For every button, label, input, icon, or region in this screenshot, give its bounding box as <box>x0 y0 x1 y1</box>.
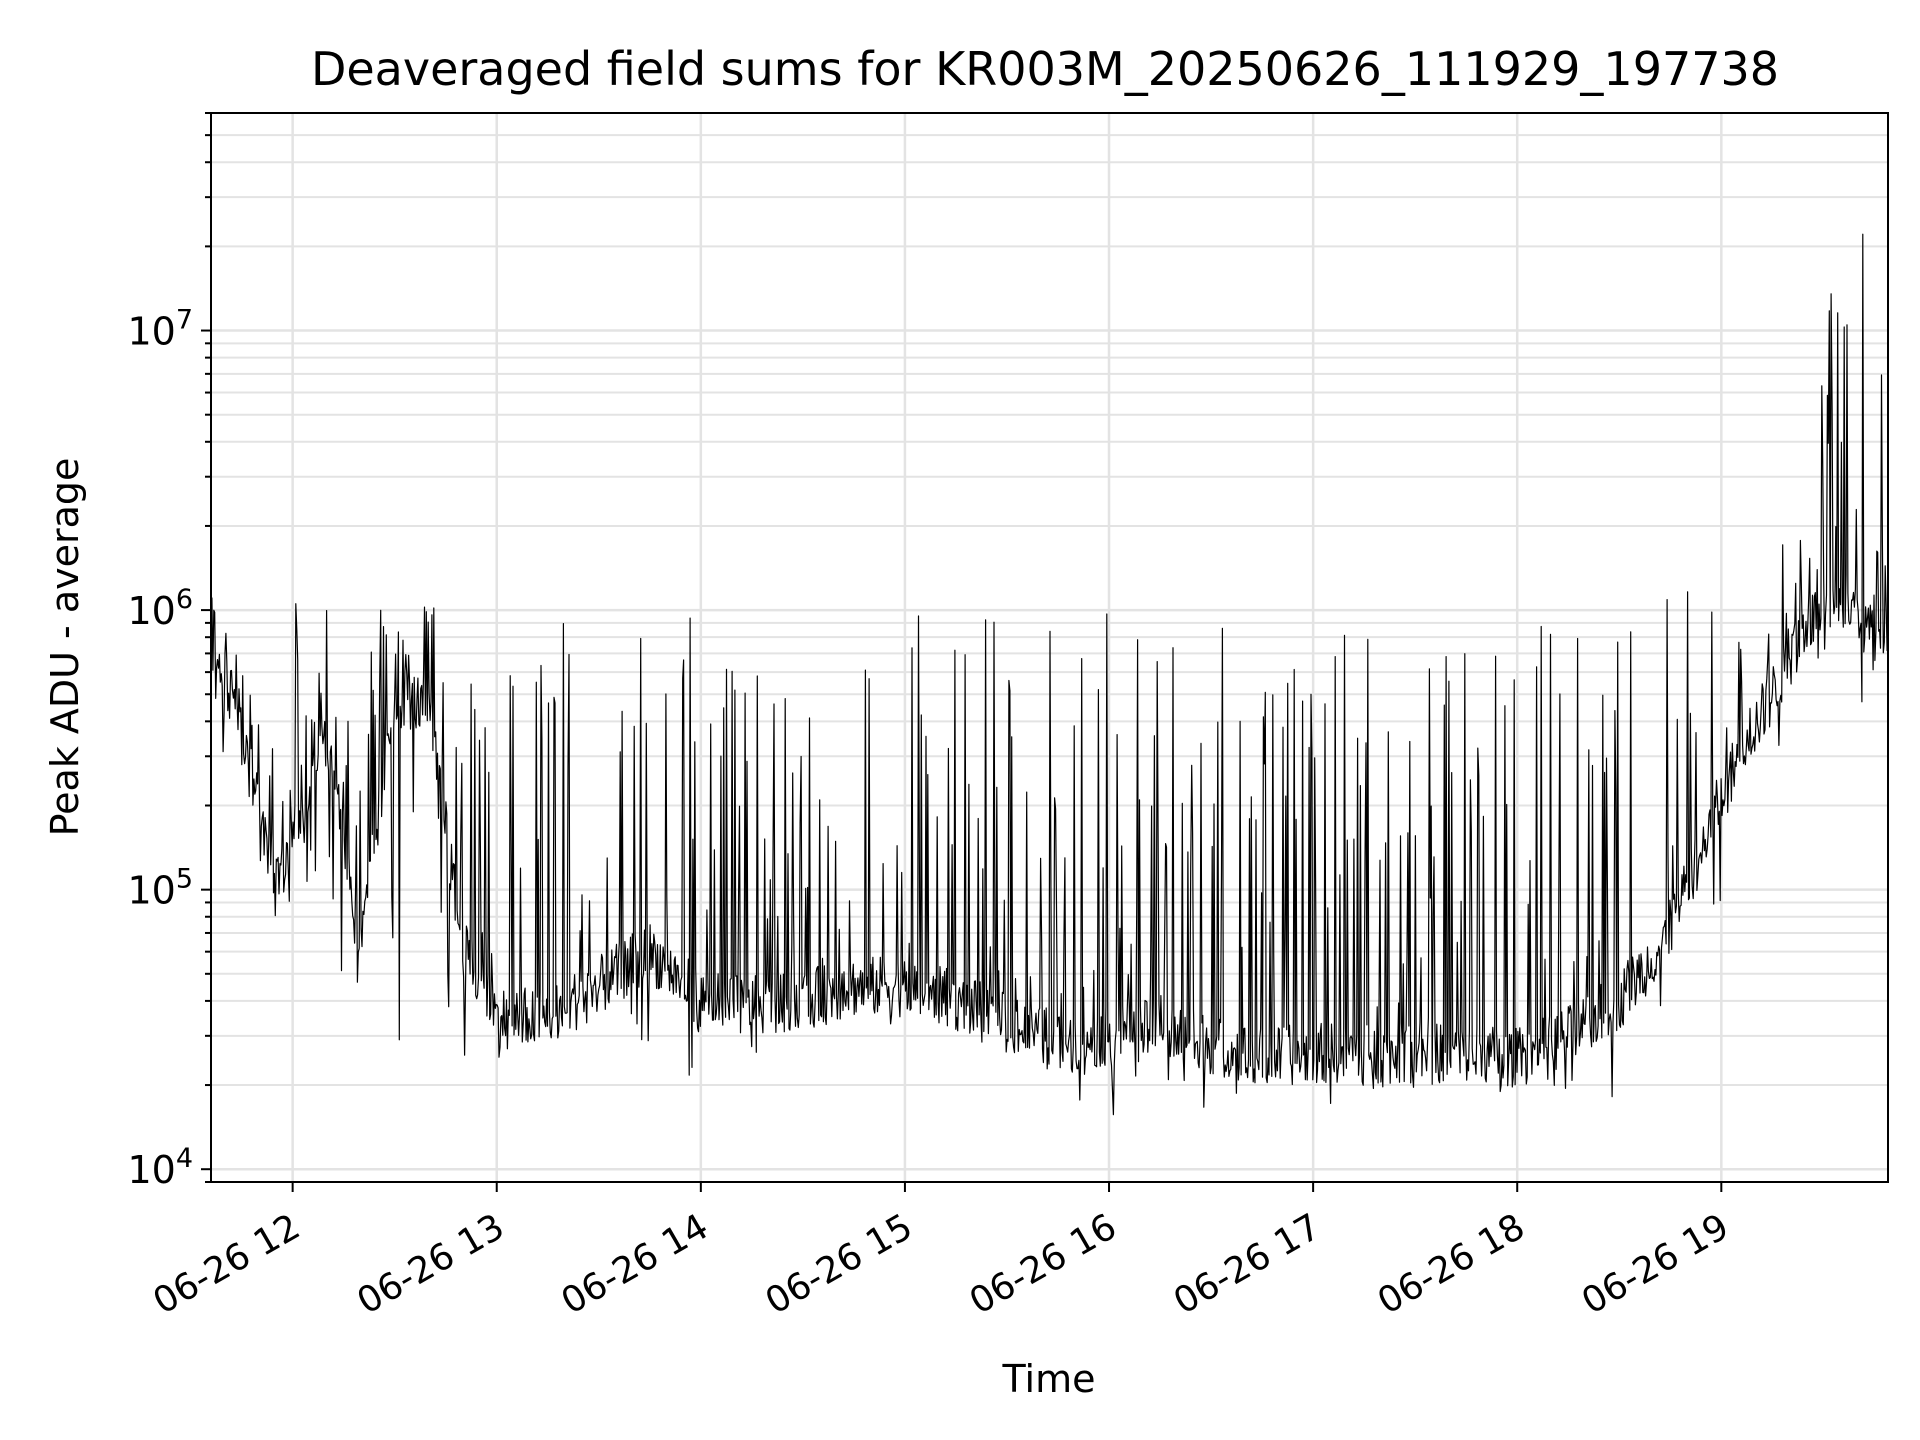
y-axis-label: Peak ADU - average <box>43 458 87 837</box>
x-axis-label: Time <box>1002 1357 1096 1401</box>
y-tick-label: 104 <box>127 1143 193 1192</box>
chart-title: Deaveraged field sums for KR003M_2025062… <box>311 42 1779 96</box>
y-tick-label: 106 <box>127 584 193 633</box>
y-tick-label: 105 <box>127 864 193 913</box>
plot-frame <box>210 112 1889 1183</box>
y-axis: 104 105 106 107 <box>127 112 211 1192</box>
y-tick-label: 107 <box>127 305 193 354</box>
plot-area <box>210 233 1889 1116</box>
series-line <box>210 233 1889 1116</box>
